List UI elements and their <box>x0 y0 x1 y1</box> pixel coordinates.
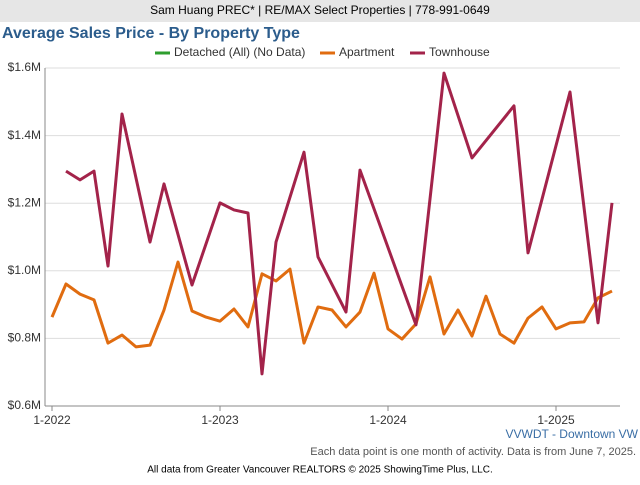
x-tick-label: 1-2024 <box>369 413 407 427</box>
footer: All data from Greater Vancouver REALTORS… <box>147 465 492 476</box>
x-tick-label: 1-2023 <box>201 413 239 427</box>
y-tick-label: $1.0M <box>8 263 41 277</box>
legend-label: Apartment <box>339 45 395 59</box>
series-line <box>65 71 614 376</box>
y-tick-label: $0.6M <box>8 398 41 412</box>
note: Each data point is one month of activity… <box>310 446 636 458</box>
legend-label: Townhouse <box>429 45 490 59</box>
y-tick-label: $0.8M <box>8 331 41 345</box>
y-tick-label: $1.4M <box>8 128 41 142</box>
header: Sam Huang PREC* | RE/MAX Select Properti… <box>150 3 490 17</box>
header-bar <box>0 0 640 22</box>
chart-title: Average Sales Price - By Property Type <box>2 25 300 42</box>
legend-label: Detached (All) (No Data) <box>174 45 305 59</box>
x-tick-label: 1-2022 <box>33 413 71 427</box>
series-line <box>50 260 613 349</box>
x-tick-label: 1-2025 <box>537 413 575 427</box>
y-tick-label: $1.6M <box>8 60 41 74</box>
y-tick-label: $1.2M <box>8 195 41 209</box>
area-label: VVWDT - Downtown VW <box>506 427 639 441</box>
